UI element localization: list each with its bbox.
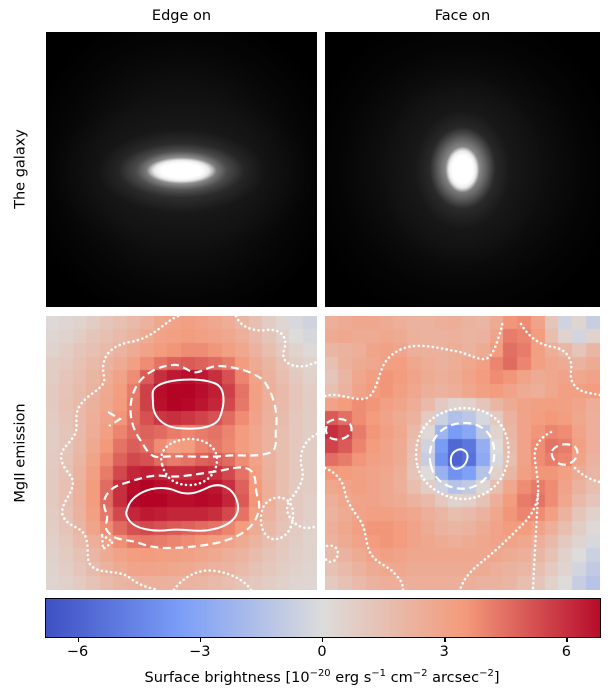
contour-dotted [458, 430, 553, 590]
column-title-edge-on: Edge on [151, 8, 212, 24]
heatmap-canvas-face-on [325, 316, 600, 590]
galaxy-image-edge-on [46, 32, 317, 307]
contour-dotted [519, 322, 600, 397]
contour-dashed [102, 466, 261, 550]
colorbar-tick [444, 638, 446, 642]
contour-dotted [172, 569, 253, 590]
contour-dotted [259, 496, 295, 541]
contour-solid [151, 378, 225, 430]
colorbar-label-exponent: −2 [479, 668, 494, 679]
contour-dotted [159, 437, 219, 487]
contour-dotted [531, 492, 540, 590]
contour-dotted [100, 532, 116, 552]
row-label-the-galaxy: The galaxy [12, 129, 29, 209]
heatmap-panel-edge-on [46, 316, 317, 590]
colorbar-tick-label: 6 [561, 644, 572, 660]
contour-overlay-edge-on [59, 316, 317, 590]
heatmap-canvas-edge-on [46, 316, 317, 590]
colorbar-tick-label: 3 [439, 644, 449, 660]
contour-dotted [414, 406, 510, 501]
contour-dotted [234, 316, 317, 368]
colorbar-label-exponent: −1 [371, 668, 387, 679]
colorbar-tick [77, 638, 79, 642]
colorbar-tick [322, 638, 324, 642]
contour-dashed [107, 411, 123, 427]
contour-dotted [325, 544, 340, 564]
colorbar-tick [199, 638, 202, 642]
contour-dotted [59, 316, 180, 590]
colorbar-tick-label: 0 [317, 644, 327, 660]
row-label-mgii-emission: MgII emission [12, 403, 29, 503]
contour-solid [449, 448, 469, 470]
contour-dashed [550, 443, 579, 466]
column-title-face-on: Face on [434, 8, 491, 24]
contour-dotted [573, 466, 600, 484]
contour-dotted [285, 432, 317, 530]
colorbar-gradient [46, 599, 600, 637]
contour-dotted [325, 466, 405, 590]
colorbar-label: Surface brightness [10−20 erg s−1 cm−2 a… [17, 668, 610, 686]
contour-dashed [428, 421, 496, 490]
contour-dotted [325, 318, 505, 401]
galaxy-image-face-on [325, 32, 600, 307]
colorbar [45, 598, 601, 638]
colorbar-label-text: ] [493, 669, 500, 686]
colorbar-tick-label: −3 [189, 644, 211, 660]
contour-dashed [129, 363, 278, 459]
contour-overlay-face-on [325, 318, 600, 590]
contour-solid [125, 484, 239, 532]
colorbar-label-text: Surface brightness [10 [144, 669, 310, 686]
colorbar-label-text: cm [386, 669, 413, 686]
contour-dashed [325, 417, 353, 441]
colorbar-tick [566, 638, 568, 642]
heatmap-panel-face-on [325, 316, 600, 590]
colorbar-label-text: arcsec [427, 669, 480, 686]
colorbar-label-exponent: −20 [309, 668, 331, 679]
colorbar-label-text: erg s [330, 669, 372, 686]
colorbar-tick-label: −6 [66, 644, 89, 660]
colorbar-label-exponent: −2 [412, 668, 428, 679]
